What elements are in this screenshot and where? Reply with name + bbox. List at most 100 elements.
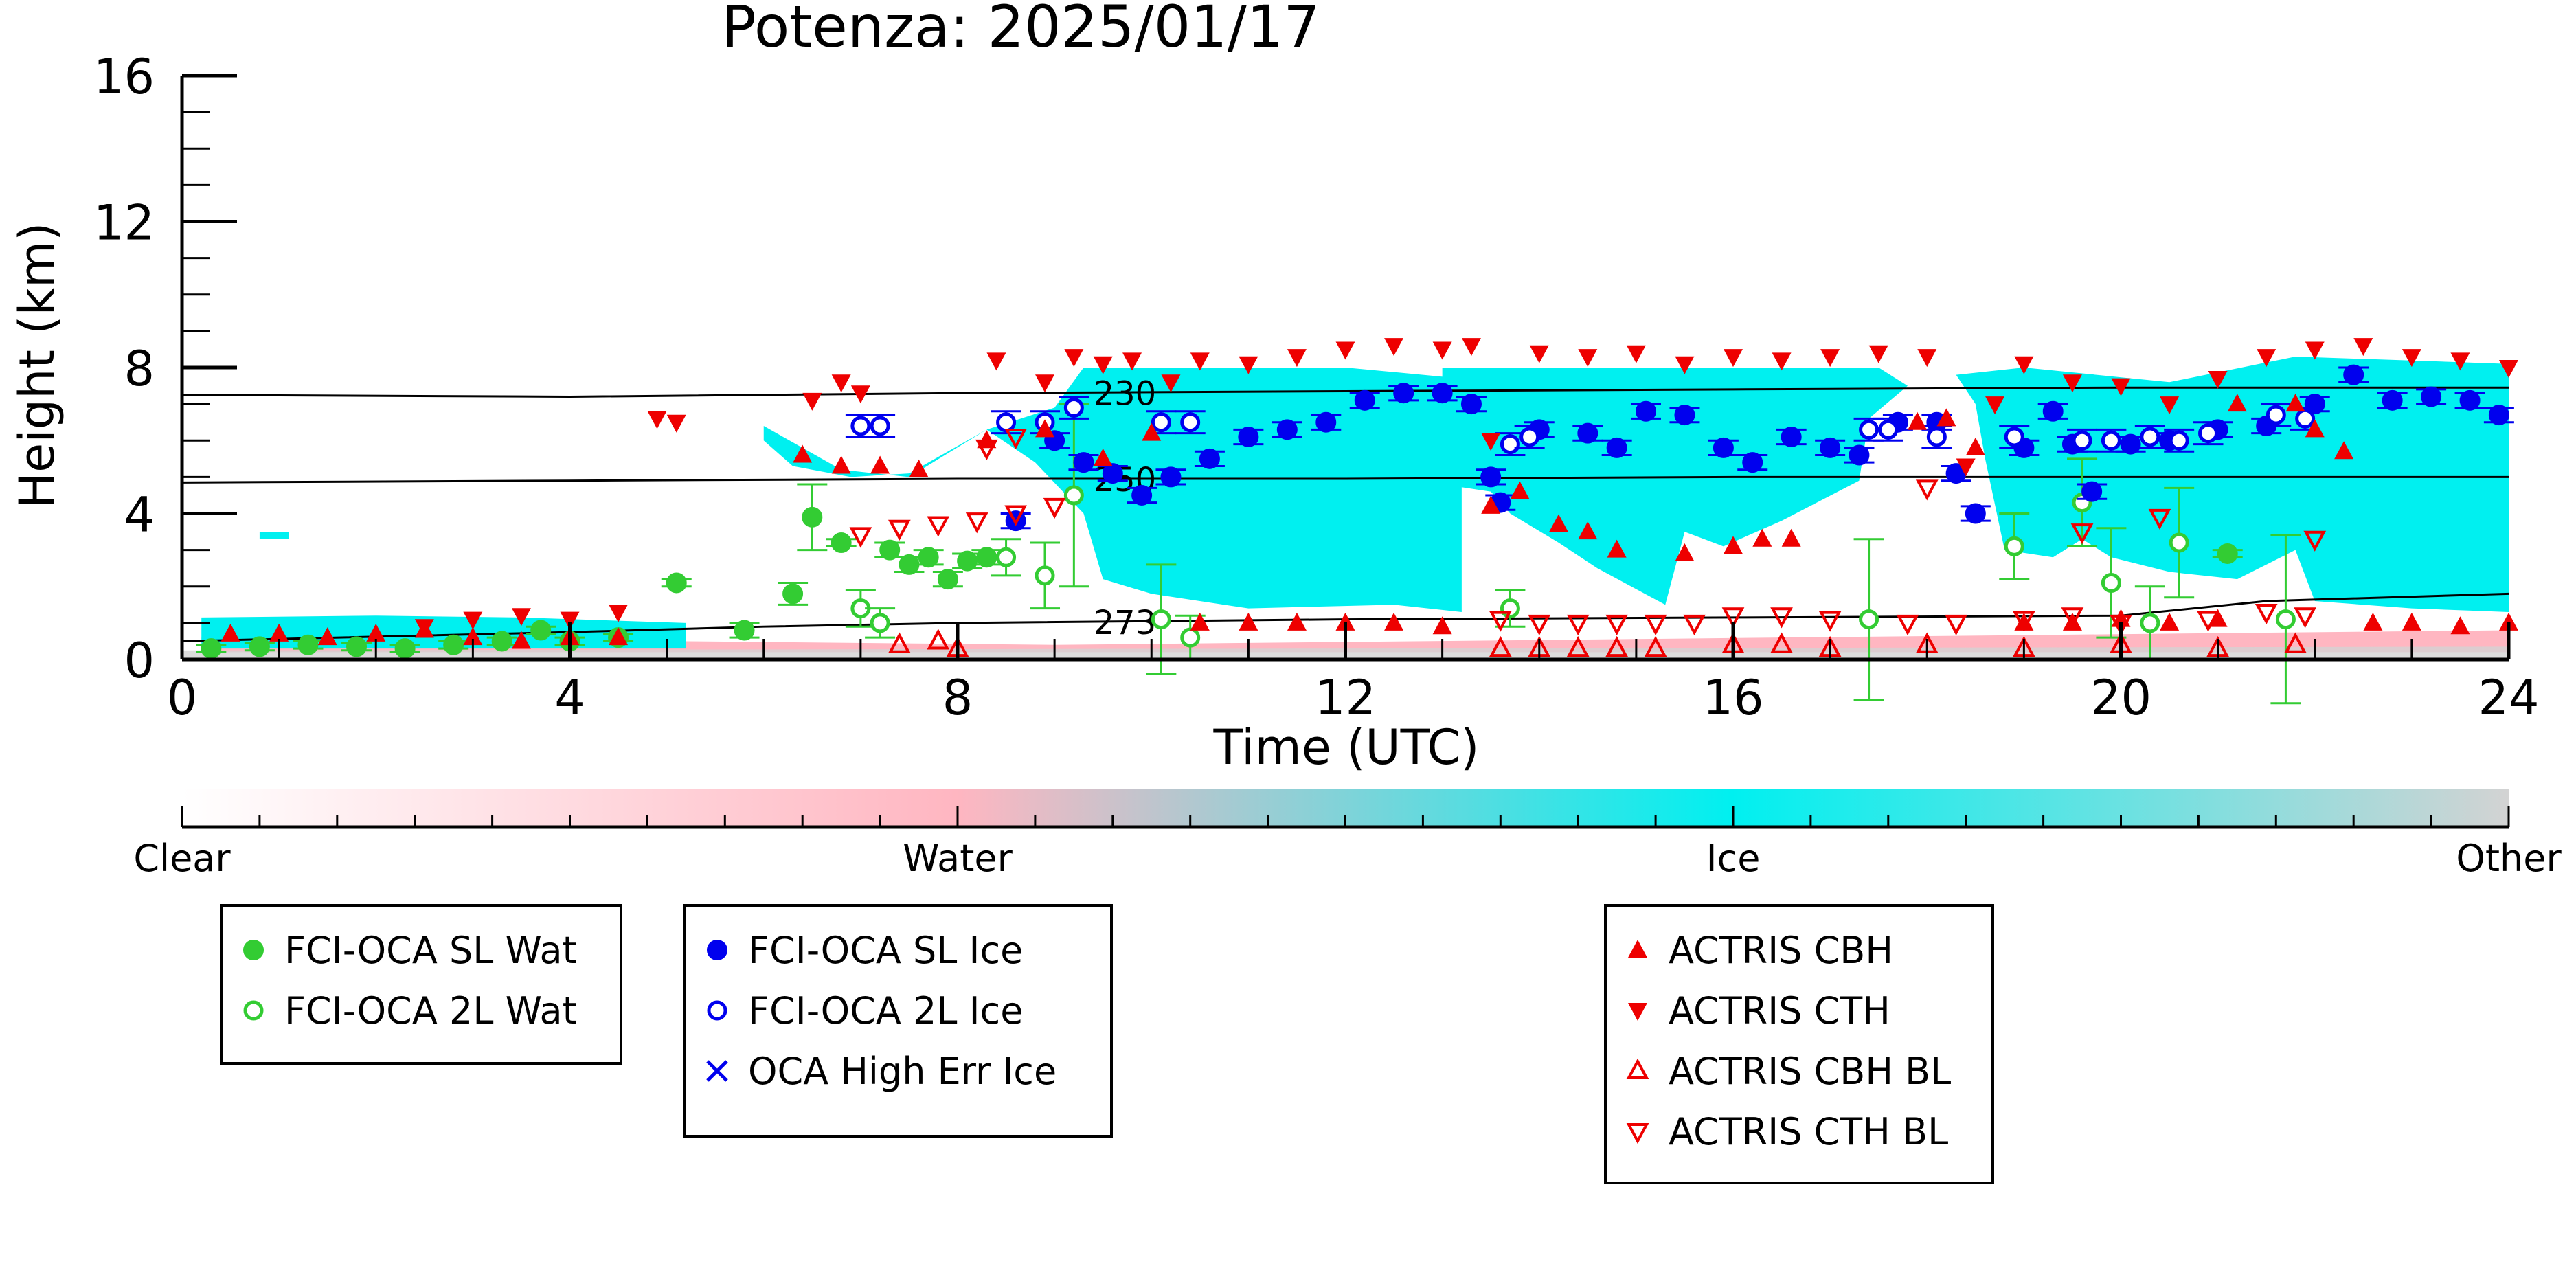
- data-point: [463, 627, 483, 646]
- data-point: [647, 411, 667, 429]
- data-point: [849, 527, 872, 548]
- data-point: [666, 414, 686, 433]
- legend-marker: [1626, 1123, 1649, 1144]
- data-point: [2197, 611, 2219, 632]
- data-point: [221, 623, 240, 642]
- data-point: [1818, 611, 1842, 632]
- data-point: [394, 638, 416, 659]
- data-point: [1432, 383, 1453, 404]
- data-point: [1578, 349, 1598, 368]
- contour-label: 230: [1094, 374, 1157, 413]
- legend-item: FCI-OCA 2L Wat: [223, 986, 577, 1035]
- data-point: [1043, 497, 1066, 519]
- x-axis-label: Time (UTC): [1213, 719, 1480, 776]
- data-point: [2208, 370, 2228, 389]
- legend-marker-icon: [1607, 986, 1669, 1035]
- x-tick-label: 12: [1315, 670, 1376, 726]
- data-point: [2450, 352, 2470, 371]
- legend-item: FCI-OCA SL Ice: [686, 926, 1023, 974]
- data-point: [2072, 430, 2092, 451]
- series-actris-cth-bl: [849, 428, 2327, 636]
- data-point: [2305, 341, 2325, 360]
- legend-marker-icon: [223, 986, 284, 1035]
- data-point: [317, 627, 337, 646]
- data-point: [2421, 386, 2442, 407]
- data-point: [443, 634, 464, 655]
- data-point: [1868, 345, 1888, 363]
- data-point: [1035, 419, 1055, 438]
- ice-region: [1956, 357, 2509, 612]
- data-point: [297, 634, 319, 655]
- data-series: [196, 338, 2518, 705]
- legend-marker: [1628, 940, 1647, 958]
- data-point: [2257, 349, 2276, 368]
- data-point: [2101, 572, 2121, 593]
- data-point: [1481, 433, 1501, 451]
- legend-marker: [243, 940, 264, 960]
- data-point: [2014, 356, 2034, 374]
- data-point: [2304, 394, 2325, 415]
- data-point: [1915, 479, 1939, 501]
- data-point: [1384, 612, 1404, 631]
- data-point: [414, 619, 434, 637]
- data-point: [1528, 614, 1551, 636]
- data-point: [1926, 427, 1947, 447]
- data-point: [2148, 508, 2171, 530]
- data-point: [927, 629, 950, 650]
- data-point: [2042, 400, 2064, 422]
- data-point: [996, 547, 1017, 567]
- legend-item: ACTRIS CBH: [1607, 926, 1893, 974]
- data-point: [996, 412, 1017, 433]
- y-tick-label: 12: [93, 195, 155, 251]
- data-point: [1480, 466, 1502, 488]
- data-point: [782, 583, 804, 605]
- colorbar-label: Water: [903, 837, 1013, 880]
- data-point: [937, 569, 958, 590]
- data-point: [2169, 430, 2189, 451]
- data-point: [2004, 536, 2024, 556]
- data-point: [1276, 419, 1298, 440]
- data-point: [1131, 484, 1153, 506]
- data-point: [1644, 614, 1667, 636]
- data-point: [2488, 405, 2509, 426]
- data-point: [1063, 485, 1084, 506]
- data-point: [1752, 528, 1772, 547]
- legend-label: FCI-OCA 2L Wat: [284, 988, 577, 1032]
- data-point: [2285, 394, 2305, 412]
- data-point: [1180, 412, 1201, 433]
- data-point: [2217, 543, 2238, 564]
- data-point: [1500, 598, 1520, 619]
- legend-label: FCI-OCA SL Ice: [748, 928, 1024, 972]
- legend-marker: [1626, 1058, 1649, 1079]
- data-point: [366, 623, 386, 642]
- data-point: [909, 459, 929, 477]
- y-tick-label: 16: [93, 49, 155, 105]
- colorbar-label: Ice: [1706, 837, 1761, 880]
- data-point: [1529, 345, 1549, 363]
- legend-marker: [243, 1000, 264, 1021]
- legend-marker: [706, 1060, 728, 1082]
- data-point: [2294, 607, 2316, 629]
- data-point: [2070, 523, 2094, 545]
- data-point: [1566, 635, 1590, 657]
- data-point: [1878, 419, 1899, 440]
- data-point: [1956, 458, 1976, 477]
- data-point: [1489, 635, 1512, 657]
- data-point: [2255, 603, 2278, 625]
- data-point: [1004, 428, 1028, 450]
- data-point: [1849, 444, 1870, 466]
- data-point: [2160, 612, 2180, 631]
- data-point: [976, 547, 997, 568]
- legend-item: FCI-OCA 2L Ice: [686, 986, 1023, 1035]
- chart-title: Potenza: 2025/01/17: [721, 0, 1320, 60]
- data-point: [1917, 349, 1937, 368]
- data-point: [2499, 612, 2518, 631]
- data-point: [1035, 374, 1055, 393]
- data-point: [1577, 422, 1598, 444]
- data-point: [1432, 341, 1452, 360]
- data-point: [2160, 396, 2180, 415]
- legend-item: ACTRIS CTH: [1607, 986, 1890, 1035]
- data-point: [1605, 614, 1629, 636]
- legend-marker-icon: [1607, 1107, 1669, 1155]
